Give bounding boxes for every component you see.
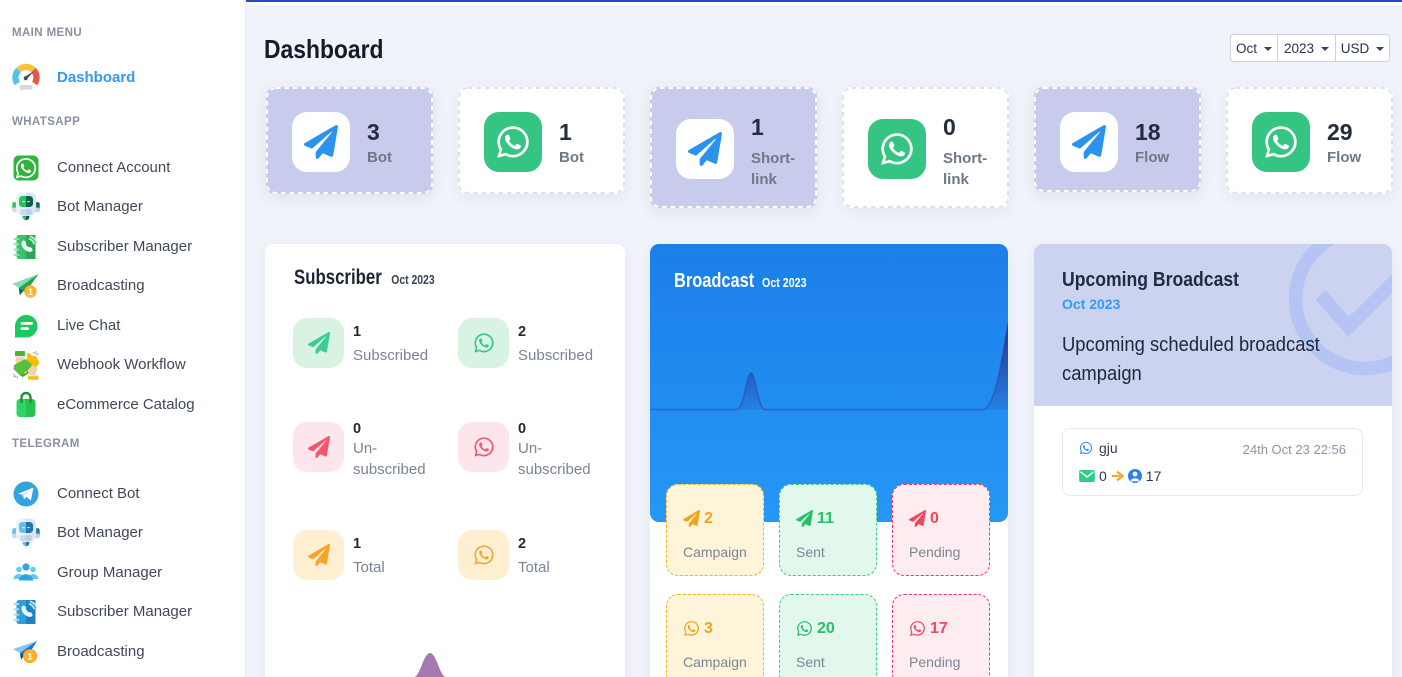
svg-text:1: 1 (28, 287, 33, 297)
svg-text:1: 1 (27, 652, 32, 662)
